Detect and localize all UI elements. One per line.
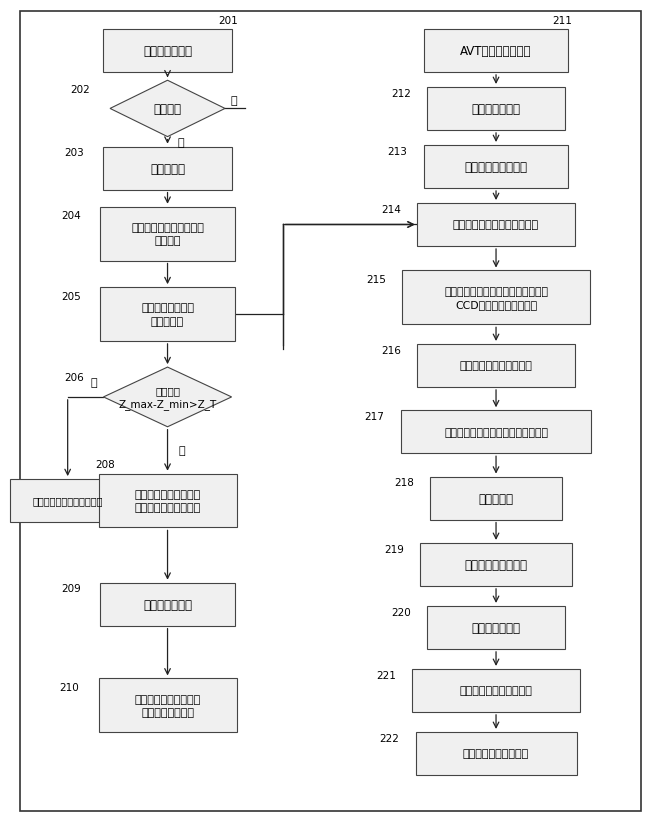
Text: 221: 221 [376, 670, 396, 680]
Text: 视频显示输出目标参数: 视频显示输出目标参数 [463, 749, 529, 758]
Text: 图像处理参数初始化: 图像处理参数初始化 [464, 161, 528, 174]
Text: 否: 否 [230, 96, 237, 106]
Text: 209: 209 [61, 584, 81, 594]
FancyBboxPatch shape [100, 208, 235, 262]
FancyBboxPatch shape [11, 479, 125, 522]
Text: 218: 218 [394, 478, 414, 488]
FancyBboxPatch shape [430, 477, 562, 520]
Text: 216: 216 [381, 345, 401, 355]
Text: 障碍点聚类分析: 障碍点聚类分析 [143, 598, 192, 611]
Text: 将该栅格置为障碍栅格
同时记录障碍物扑扫点: 将该栅格置为障碍栅格 同时记录障碍物扑扫点 [135, 489, 200, 513]
FancyBboxPatch shape [104, 147, 232, 190]
Text: 获取障碍的轮廓信息: 获取障碍的轮廓信息 [464, 558, 528, 571]
Text: 接收激光雷达检测的距离数据: 接收激光雷达检测的距离数据 [453, 220, 539, 230]
Text: 210: 210 [59, 682, 79, 692]
FancyBboxPatch shape [427, 606, 565, 649]
Text: 204: 204 [61, 211, 81, 221]
Text: 220: 220 [391, 607, 411, 617]
Text: 激光雷达初始化: 激光雷达初始化 [143, 45, 192, 58]
Text: 211: 211 [552, 16, 572, 26]
Text: 目标剔除与合并: 目标剔除与合并 [472, 621, 520, 634]
Text: 208: 208 [95, 460, 115, 470]
Text: 215: 215 [366, 275, 386, 285]
Polygon shape [104, 368, 232, 427]
Text: 正常工作: 正常工作 [154, 103, 181, 116]
Text: 否: 否 [90, 378, 97, 388]
FancyBboxPatch shape [413, 669, 579, 712]
Text: 将激光雷达数据通过坐标变换映射至
CCD摄像机的像素坐标系: 将激光雷达数据通过坐标变换映射至 CCD摄像机的像素坐标系 [444, 286, 548, 310]
Text: 将点云数据转换转换至直
角坐标系: 将点云数据转换转换至直 角坐标系 [131, 223, 204, 246]
Text: 219: 219 [384, 544, 404, 554]
Text: 图像数据与距离数据融合: 图像数据与距离数据融合 [460, 686, 532, 696]
FancyBboxPatch shape [99, 474, 237, 528]
Text: 206: 206 [64, 373, 84, 383]
Text: 212: 212 [391, 89, 411, 99]
Polygon shape [110, 81, 225, 137]
Text: 217: 217 [365, 412, 384, 421]
Text: 将点云数据映射到
栅格地图上: 将点云数据映射到 栅格地图上 [141, 303, 194, 326]
Text: 每个栅格
Z_max-Z_min>Z_T: 每个栅格 Z_max-Z_min>Z_T [118, 385, 217, 410]
FancyBboxPatch shape [100, 583, 235, 626]
FancyBboxPatch shape [424, 146, 568, 189]
Text: 将该栅格设置为非障碍栅格: 将该栅格设置为非障碍栅格 [32, 496, 103, 506]
Text: 214: 214 [381, 205, 401, 214]
Text: 205: 205 [61, 291, 81, 301]
FancyBboxPatch shape [417, 344, 575, 388]
Text: 是: 是 [179, 445, 185, 455]
Text: 求取障碍的几何中心坐
标、尺寸轮廓信息: 求取障碍的几何中心坐 标、尺寸轮廓信息 [135, 694, 200, 717]
FancyBboxPatch shape [100, 287, 235, 341]
FancyBboxPatch shape [99, 679, 237, 733]
Text: 接收和解析: 接收和解析 [150, 162, 185, 176]
Text: 图像预处理（滤波去噪）: 图像预处理（滤波去噪） [460, 361, 532, 371]
FancyBboxPatch shape [427, 88, 565, 131]
Text: 202: 202 [71, 85, 91, 95]
FancyBboxPatch shape [417, 204, 575, 247]
Text: 连通域标记: 连通域标记 [478, 492, 514, 505]
Text: 是: 是 [177, 137, 184, 147]
Text: 区域生长（种子点为激光雷达数据）: 区域生长（种子点为激光雷达数据） [444, 427, 548, 437]
FancyBboxPatch shape [104, 30, 232, 73]
FancyBboxPatch shape [424, 30, 568, 73]
Text: 222: 222 [380, 733, 399, 743]
Text: 203: 203 [64, 148, 84, 158]
FancyBboxPatch shape [416, 732, 577, 775]
Text: 213: 213 [388, 147, 407, 156]
Text: 获取视频帧图像: 获取视频帧图像 [472, 103, 520, 116]
FancyBboxPatch shape [402, 271, 590, 325]
Text: 201: 201 [218, 16, 238, 26]
FancyBboxPatch shape [420, 543, 572, 586]
FancyBboxPatch shape [401, 411, 591, 454]
Text: AVT相机参数初始化: AVT相机参数初始化 [461, 45, 532, 58]
